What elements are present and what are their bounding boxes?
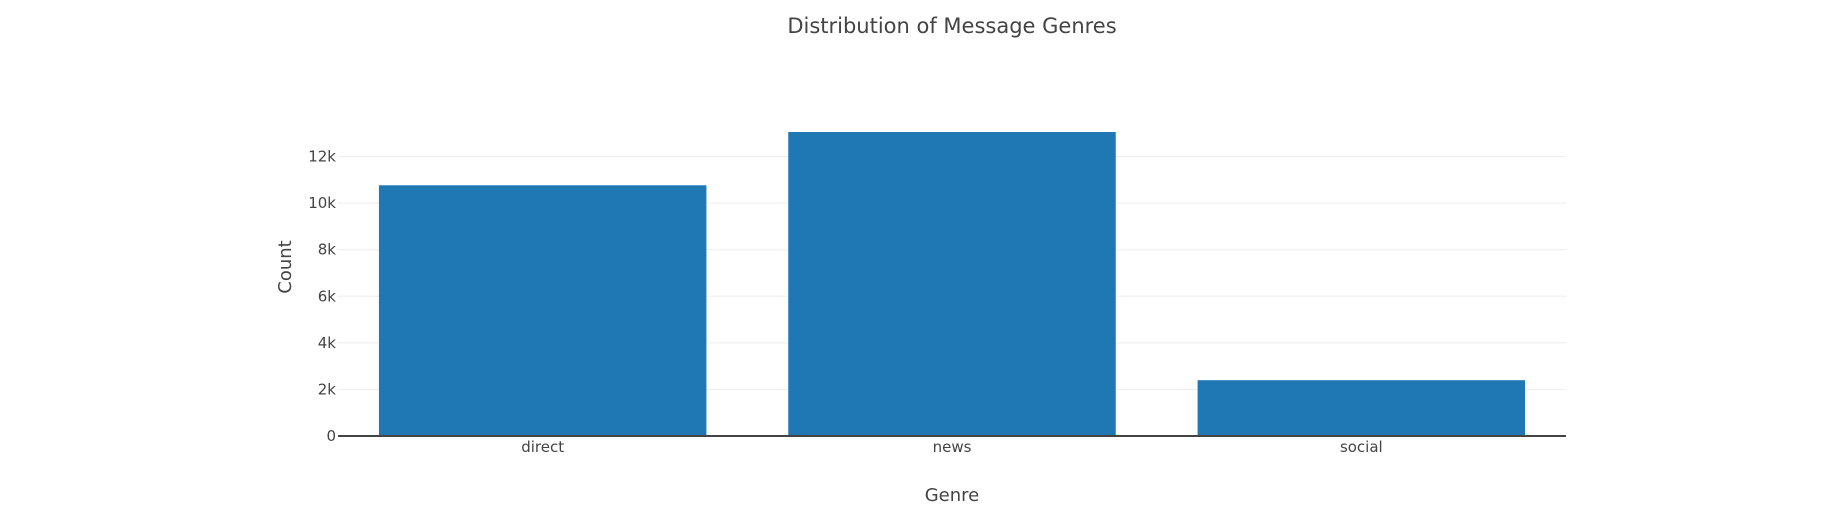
x-axis-title: Genre (925, 485, 980, 506)
y-tick-labels: 0 2k 4k 6k 8k 10k 12k (308, 148, 336, 445)
x-tick-label-direct: direct (521, 438, 564, 456)
bar-direct[interactable] (378, 185, 707, 436)
x-tick-labels: direct news social (521, 438, 1383, 456)
y-tick-label: 10k (308, 194, 336, 212)
y-tick-label: 4k (318, 334, 337, 352)
bars (378, 131, 1526, 436)
y-axis-title: Count (275, 240, 296, 293)
y-tick-label: 8k (318, 241, 337, 259)
y-tick-label: 12k (308, 148, 336, 166)
x-tick-label-social: social (1340, 438, 1383, 456)
bar-social[interactable] (1197, 380, 1526, 436)
y-tick-label: 2k (318, 380, 337, 398)
y-tick-label: 6k (318, 287, 337, 305)
chart-title: Distribution of Message Genres (787, 14, 1116, 38)
bar-news[interactable] (788, 131, 1116, 436)
x-tick-label-news: news (933, 438, 972, 456)
y-tick-label: 0 (326, 427, 336, 445)
